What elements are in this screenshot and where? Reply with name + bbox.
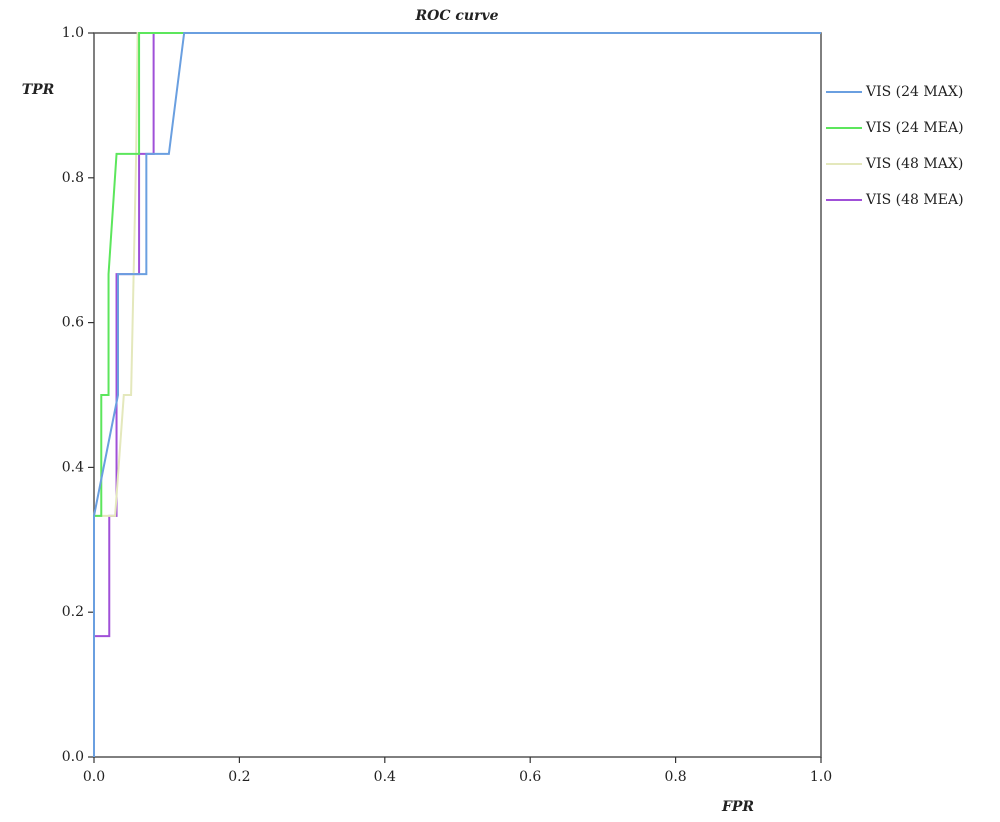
y-tick-label: 1.0 (62, 25, 84, 41)
legend-label: VIS (48 MEA) (865, 192, 964, 208)
plot-frame (93, 32, 822, 758)
legend-label: VIS (48 MAX) (865, 156, 963, 172)
y-tick-label: 0.0 (62, 749, 84, 765)
legend-label: VIS (24 MAX) (865, 84, 963, 100)
x-tick-label: 0.8 (664, 769, 686, 785)
chart-title: ROC curve (415, 8, 499, 24)
y-tick-label: 0.4 (62, 459, 84, 475)
y-tick-label: 0.8 (62, 170, 84, 186)
series-line (93, 32, 821, 757)
series-line (93, 32, 821, 757)
series-line (93, 32, 821, 757)
x-axis-title: FPR (721, 799, 754, 815)
x-tick-label: 0.0 (83, 769, 105, 785)
x-tick-label: 1.0 (810, 769, 832, 785)
x-tick-label: 0.2 (228, 769, 250, 785)
y-tick-label: 0.6 (62, 315, 84, 331)
x-tick-label: 0.6 (519, 769, 541, 785)
y-tick-label: 0.2 (62, 604, 84, 620)
x-tick-label: 0.4 (374, 769, 396, 785)
y-axis-title: TPR (22, 82, 55, 98)
legend-label: VIS (24 MEA) (865, 120, 964, 136)
series-line (93, 32, 821, 757)
